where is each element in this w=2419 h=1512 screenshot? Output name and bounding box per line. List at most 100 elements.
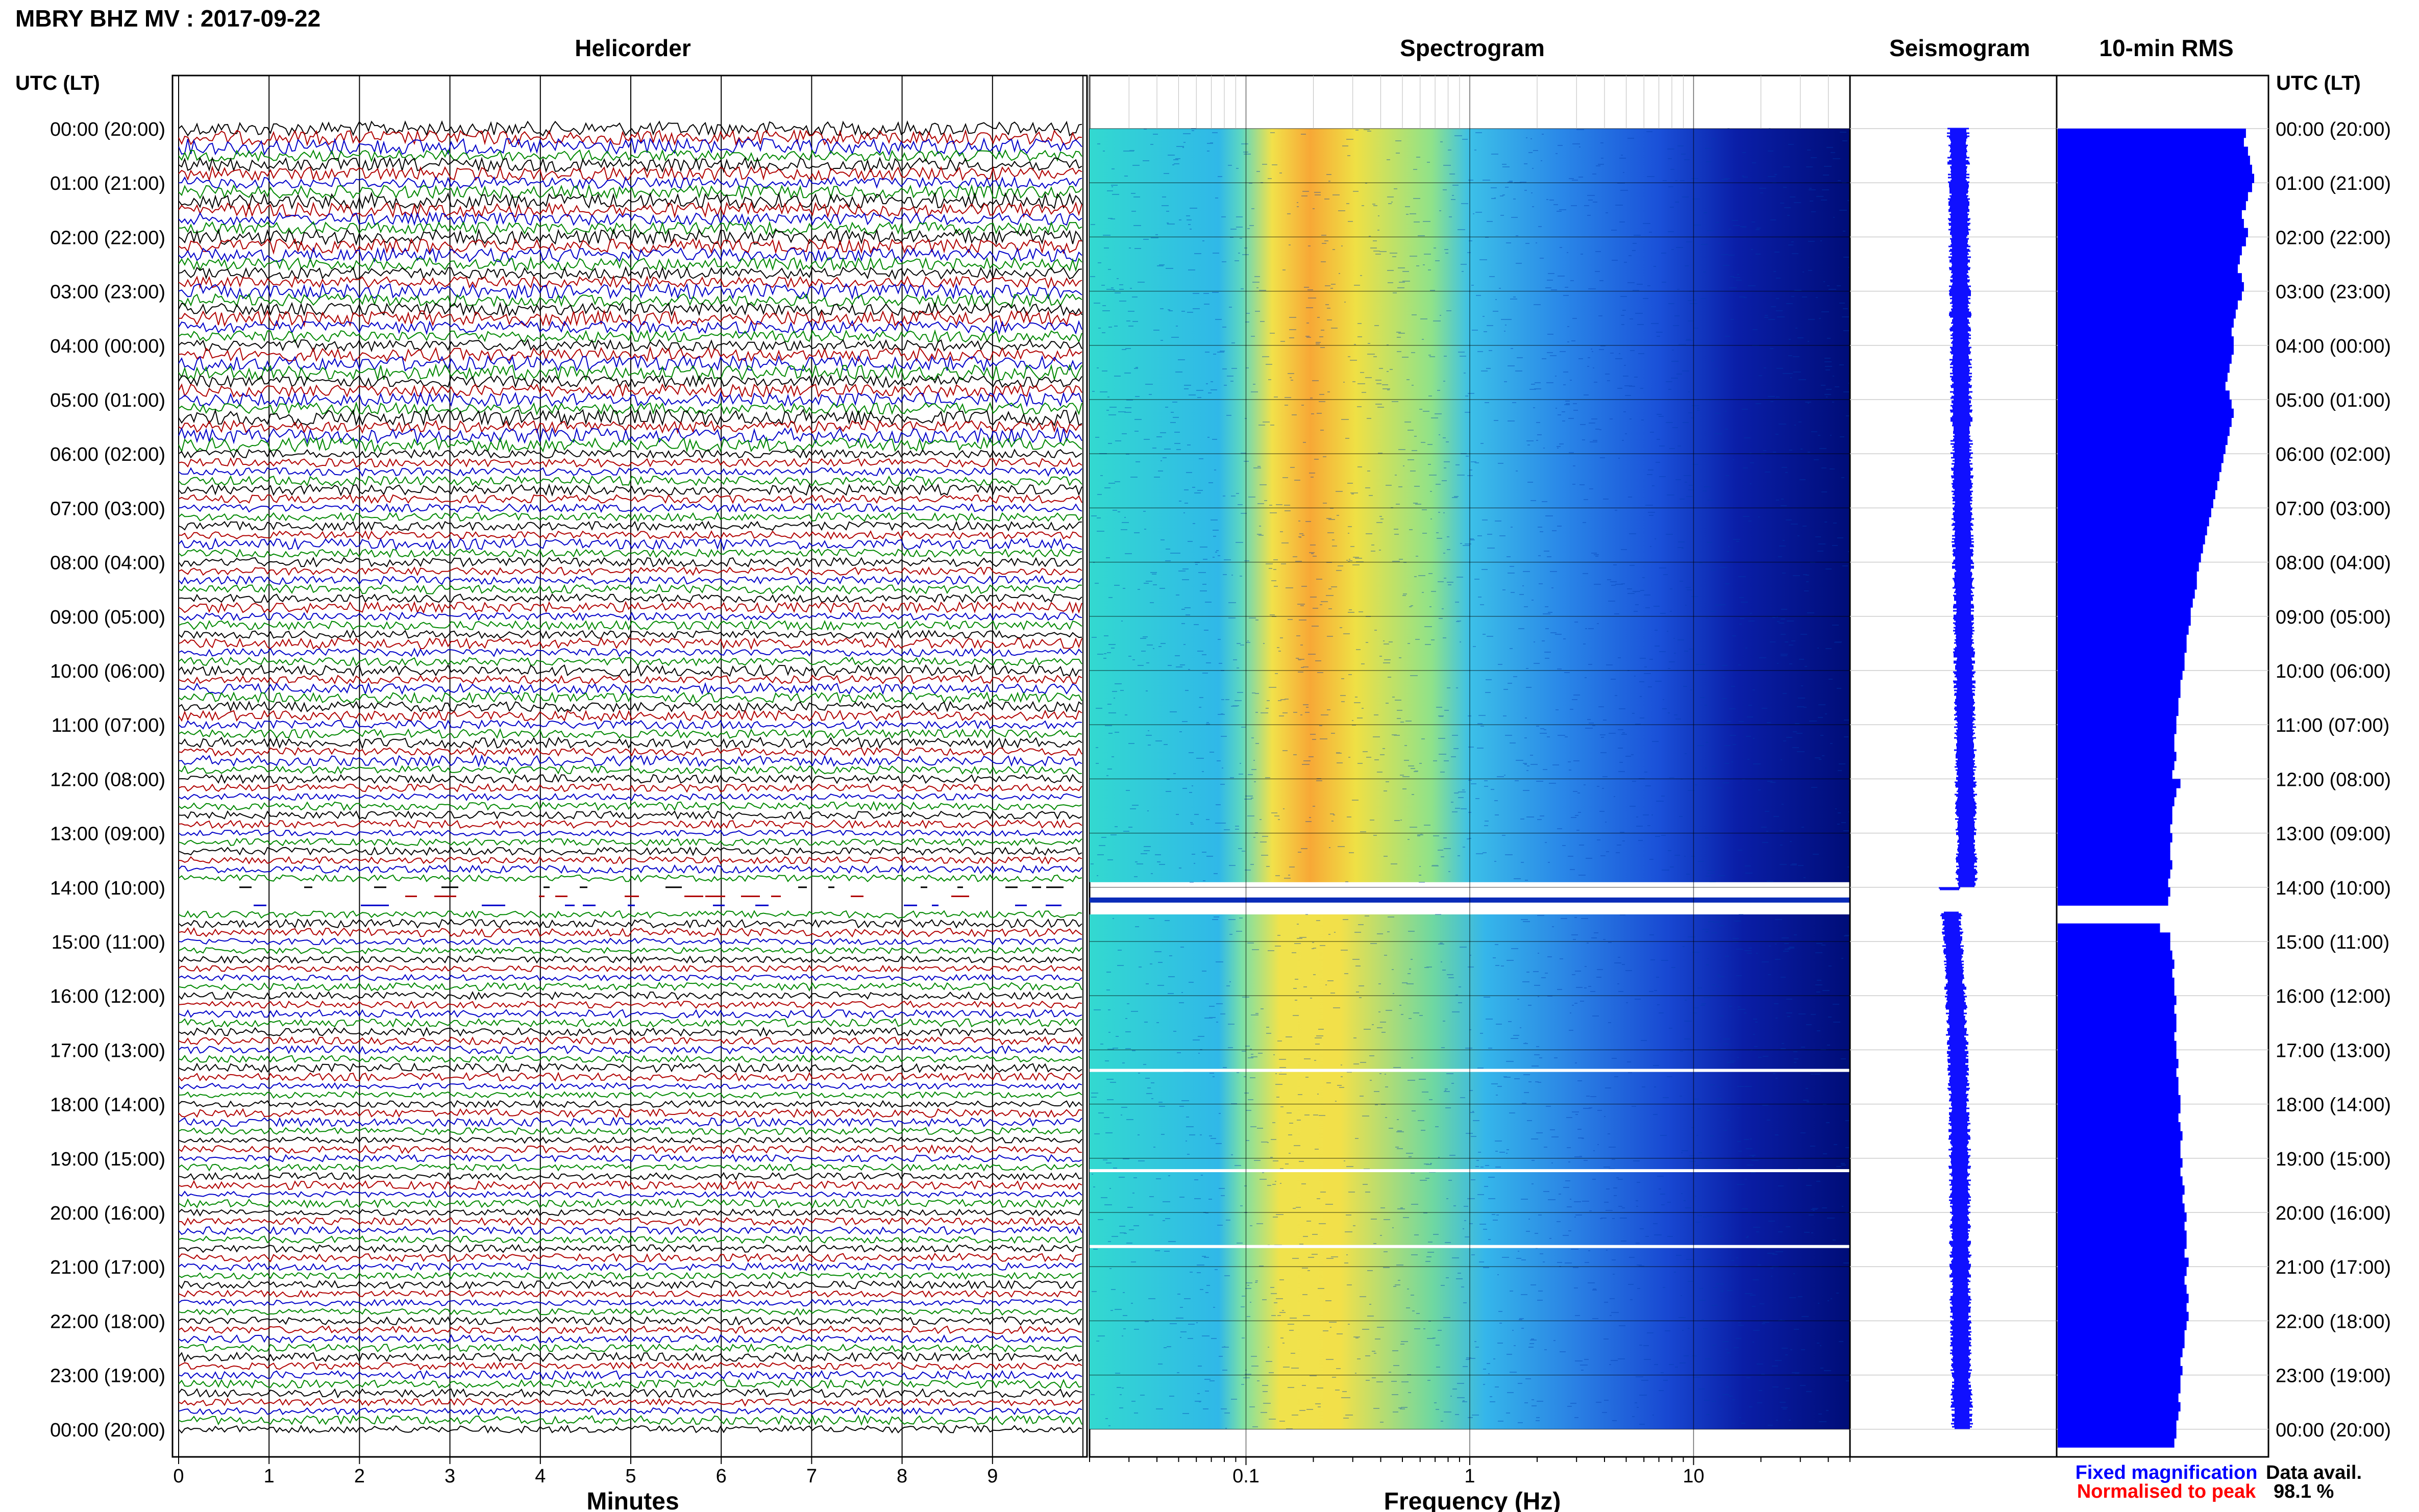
time-axis-label-left: UTC (LT) [15, 72, 100, 94]
helicorder-trace [178, 974, 1082, 981]
helicorder-trace [178, 648, 1082, 658]
helicorder-trace [178, 709, 1082, 722]
helicorder-trace [178, 1091, 1082, 1099]
helicorder-trace [178, 1136, 1082, 1144]
rms-bar [2058, 255, 2240, 265]
legend-normalised-to-peak: Normalised to peak [2077, 1481, 2256, 1502]
helicorder-trace [178, 575, 1082, 585]
time-label-left: 10:00 (06:00) [50, 661, 165, 682]
rms-bar [2058, 1267, 2187, 1276]
rms-bar [2058, 156, 2250, 165]
time-label-right: 06:00 (02:00) [2276, 444, 2391, 465]
time-label-right: 05:00 (01:00) [2276, 390, 2391, 411]
helicorder-trace [178, 1316, 1082, 1326]
helicorder-trace [178, 1343, 1082, 1353]
rms-bar [2058, 264, 2238, 274]
time-label-right: 20:00 (16:00) [2276, 1203, 2391, 1224]
spectrogram-title: Spectrogram [1400, 35, 1545, 61]
helicorder-trace [178, 1191, 1082, 1199]
helicorder-trace [178, 736, 1082, 750]
rms-bar [2058, 363, 2230, 373]
rms-bar [2058, 607, 2191, 617]
rms-bar [2058, 1167, 2181, 1177]
rms-bar [2058, 725, 2177, 734]
helicorder-trace [178, 448, 1082, 459]
rms-bar [2058, 643, 2187, 653]
rms-bar [2058, 671, 2183, 680]
rms-bar [2058, 1221, 2185, 1231]
helicorder-trace [178, 1361, 1082, 1371]
helicorder-trace [178, 302, 1082, 317]
rms-bar [2058, 869, 2170, 879]
seismogram-panel [1849, 75, 2058, 1458]
helicorder-trace [178, 1008, 1082, 1019]
helicorder-trace [178, 829, 1082, 837]
helicorder-trace [178, 483, 1082, 497]
helicorder-trace [178, 955, 1082, 964]
helicorder-trace [178, 663, 1082, 677]
helicorder-xlabel: Minutes [586, 1488, 679, 1512]
helicorder-trace [178, 148, 1082, 163]
helicorder-trace [178, 1108, 1082, 1118]
time-label-left: 22:00 (18:00) [50, 1311, 165, 1332]
rms-bar [2058, 1149, 2181, 1159]
helicorder-x-axis: 0 1 2 3 4 5 6 7 8 9 [173, 1457, 998, 1487]
rms-bar [2058, 1086, 2179, 1096]
rms-bar [2058, 950, 2173, 960]
helicorder-trace [178, 176, 1082, 190]
rms-bar [2058, 1050, 2177, 1059]
rms-bar [2058, 1311, 2189, 1321]
rms-bar [2058, 535, 2205, 544]
rms-bar [2058, 986, 2175, 996]
time-label-left: 04:00 (00:00) [50, 336, 165, 357]
time-label-right: 18:00 (14:00) [2276, 1095, 2391, 1116]
rms-bar [2058, 1366, 2183, 1376]
helicorder-trace [178, 383, 1082, 398]
rms-bar [2058, 1384, 2181, 1394]
helicorder-trace [178, 1144, 1082, 1155]
data-availability-label: Data avail. [2266, 1462, 2362, 1483]
rms-bar [2058, 761, 2175, 771]
station-title: MBRY BHZ MV : 2017-09-22 [15, 5, 320, 32]
time-label-right: 17:00 (13:00) [2276, 1040, 2391, 1061]
helicorder-trace [178, 981, 1082, 992]
rms-bar [2058, 1068, 2177, 1078]
rms-bar [2058, 1158, 2183, 1168]
helicorder-tick-label: 8 [897, 1466, 907, 1487]
spectrogram-tick-label: 0.1 [1232, 1466, 1260, 1487]
rms-bar [2058, 571, 2197, 581]
helicorder-trace [178, 1217, 1082, 1226]
helicorder-trace [178, 846, 1082, 856]
rms-bar [2058, 137, 2244, 147]
rms-bar [2058, 1294, 2189, 1303]
time-label-left: 15:00 (11:00) [52, 932, 165, 953]
rms-bar [2058, 770, 2173, 779]
rms-bar [2058, 237, 2246, 246]
helicorder-trace [178, 773, 1082, 784]
rms-bar [2058, 417, 2232, 427]
rms-bar [2058, 1203, 2185, 1213]
rms-bar [2058, 1004, 2175, 1014]
helicorder-trace [178, 837, 1082, 847]
helicorder-trace [178, 583, 1082, 595]
seismogram-title: Seismogram [1889, 35, 2030, 61]
helicorder-trace [178, 783, 1082, 793]
helicorder-trace [178, 282, 1082, 300]
helicorder-trace [178, 1424, 1082, 1434]
rms-bar [2058, 1393, 2179, 1403]
helicorder-tick-label: 9 [987, 1466, 998, 1487]
rms-bar [2058, 698, 2179, 707]
rms-bar [2058, 390, 2230, 400]
helicorder-tick-label: 3 [445, 1466, 455, 1487]
helicorder-trace [178, 801, 1082, 811]
rms-bar [2058, 878, 2168, 888]
helicorder-trace [178, 1299, 1082, 1307]
time-label-left: 09:00 (05:00) [50, 607, 165, 628]
rms-bar [2058, 282, 2244, 292]
rms-bar [2058, 616, 2191, 626]
legend-fixed-magnification: Fixed magnification [2076, 1462, 2258, 1483]
rms-bar [2058, 1023, 2177, 1032]
helicorder-trace [178, 918, 1082, 929]
helicorder-trace [178, 1244, 1082, 1253]
rms-bar [2058, 435, 2228, 445]
